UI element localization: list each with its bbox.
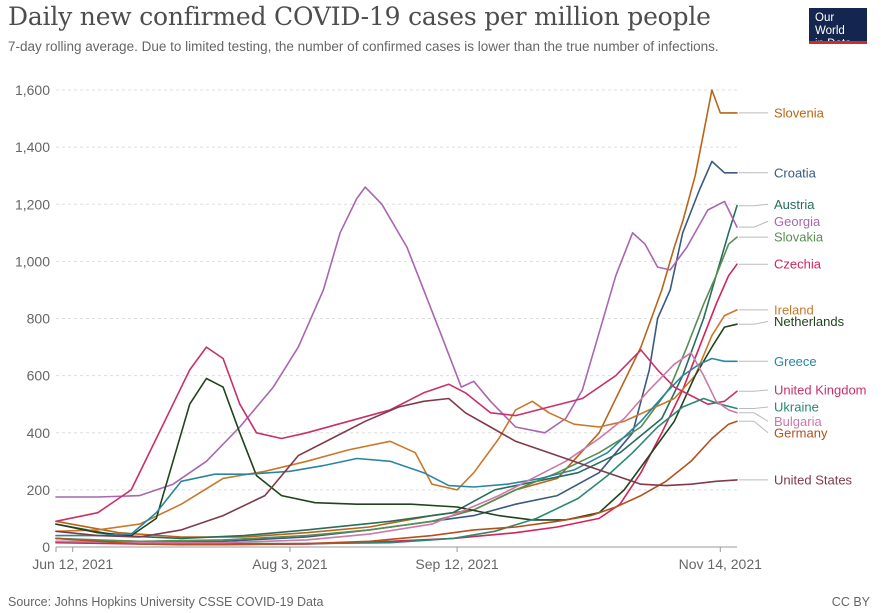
series-line-netherlands[interactable]	[55, 323, 738, 537]
y-tick-label: 1,200	[15, 196, 50, 212]
label-connector	[739, 412, 769, 422]
series-label-united-kingdom[interactable]: United Kingdom	[774, 382, 867, 397]
chart-title: Daily new confirmed COVID-19 cases per m…	[8, 2, 711, 31]
label-connector	[739, 420, 769, 434]
series-line-slovenia[interactable]	[55, 89, 738, 538]
x-axis-ticks: Jun 12, 2021 Aug 3, 2021 Sep 12, 2021 Nov 1…	[32, 547, 762, 572]
label-connector	[739, 203, 769, 207]
y-tick-label: 400	[27, 425, 51, 441]
series-line-czechia[interactable]	[55, 263, 738, 546]
y-axis-ticks: 0 200 400 600 800 1,000 1,200 1,400 1,600	[15, 82, 50, 555]
x-tick-label: Jun 12, 2021	[32, 556, 113, 572]
series-line-slovakia[interactable]	[55, 236, 738, 543]
series-label-bulgaria[interactable]: Bulgaria	[774, 414, 822, 429]
y-tick-label: 1,400	[15, 139, 50, 155]
chart-subtitle: 7-day rolling average. Due to limited te…	[8, 39, 719, 54]
series-label-united-states[interactable]: United States	[774, 472, 853, 487]
label-connector	[739, 406, 769, 409]
source-note[interactable]: Source: Johns Hopkins University CSSE CO…	[8, 595, 324, 609]
y-tick-label: 1,600	[15, 82, 50, 98]
logo-accent-bar	[809, 41, 867, 44]
x-tick-label: Aug 3, 2021	[252, 556, 328, 572]
y-tick-label: 1,000	[15, 253, 50, 269]
series-label-czechia[interactable]: Czechia	[774, 257, 822, 272]
series-line-greece[interactable]	[55, 357, 738, 537]
grid-lines	[56, 89, 737, 548]
series-label-austria[interactable]: Austria	[774, 197, 815, 212]
series-label-slovakia[interactable]: Slovakia	[774, 230, 824, 245]
series-line-croatia[interactable]	[55, 160, 738, 544]
label-connector	[739, 320, 769, 325]
series-lines	[55, 89, 738, 546]
series-line-ireland[interactable]	[55, 309, 738, 533]
y-tick-label: 0	[42, 539, 50, 555]
series-line-bulgaria[interactable]	[55, 352, 738, 544]
series-line-united-states[interactable]	[55, 397, 738, 538]
owid-logo[interactable]: Our World in Data	[809, 8, 867, 50]
y-tick-label: 800	[27, 311, 51, 327]
series-label-greece[interactable]: Greece	[774, 354, 817, 369]
series-label-croatia[interactable]: Croatia	[774, 165, 817, 180]
series-line-united-kingdom[interactable]	[55, 346, 738, 523]
logo-line-1: Our World	[815, 12, 845, 37]
series-line-germany[interactable]	[55, 420, 738, 546]
series-label-netherlands[interactable]: Netherlands	[774, 314, 845, 329]
series-line-georgia[interactable]	[55, 186, 738, 498]
x-tick-label: Nov 14, 2021	[679, 556, 762, 572]
y-tick-label: 200	[27, 482, 51, 498]
series-label-ukraine[interactable]: Ukraine	[774, 400, 819, 415]
label-connector	[739, 220, 769, 228]
series-label-germany[interactable]: Germany	[774, 425, 828, 440]
license-note[interactable]: CC BY	[831, 595, 870, 609]
label-connector	[739, 389, 769, 392]
series-label-slovenia[interactable]: Slovenia	[774, 105, 825, 120]
series-label-ireland[interactable]: Ireland	[774, 302, 814, 317]
x-tick-label: Sep 12, 2021	[415, 556, 499, 572]
y-tick-label: 600	[27, 368, 51, 384]
series-label-georgia[interactable]: Georgia	[774, 214, 821, 229]
